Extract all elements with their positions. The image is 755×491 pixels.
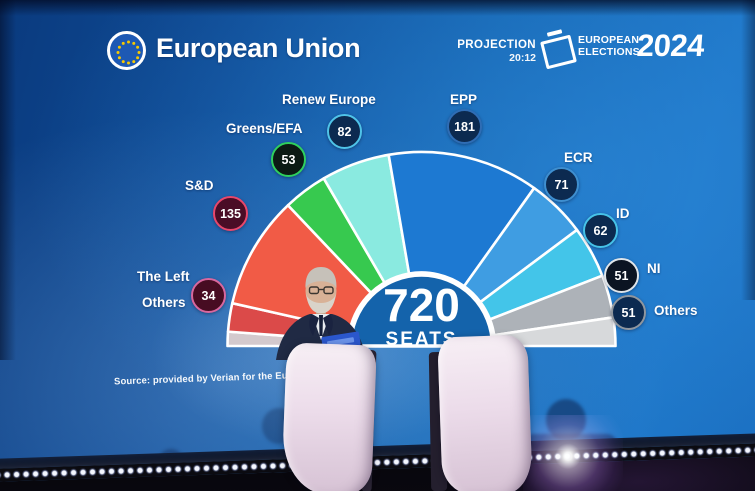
total-seats-value: 720 xyxy=(383,279,460,331)
event-title: EUROPEAN ELECTIONS xyxy=(578,34,640,58)
group-label-renew: Renew Europe xyxy=(282,92,376,107)
photo-vignette xyxy=(741,0,755,300)
seat-badge-renew: 82 xyxy=(327,114,362,149)
speaker-beard xyxy=(306,294,336,314)
page-title: European Union xyxy=(156,33,361,63)
seat-badge-the-left: 34 xyxy=(191,278,226,313)
group-label-the-left: The Left xyxy=(137,269,190,284)
podium-left xyxy=(281,342,377,491)
group-label-ni: NI xyxy=(647,261,661,276)
group-label-others: Others xyxy=(654,303,698,318)
seat-badge-greens: 53 xyxy=(271,142,306,177)
group-label-id: ID xyxy=(616,206,630,221)
seat-badge-sd: 135 xyxy=(213,196,248,231)
ballot-box-icon xyxy=(540,34,577,70)
podium-right xyxy=(437,334,533,491)
hemicycle-center-disc xyxy=(348,273,495,348)
projection-label: PROJECTION xyxy=(457,39,536,51)
ballot-box-slot-icon xyxy=(546,29,563,37)
speaker-lapel xyxy=(309,314,319,336)
seat-badge-id: 62 xyxy=(583,213,618,248)
hemicycle-segment-epp xyxy=(387,150,536,288)
total-seats-unit: SEATS xyxy=(385,329,458,350)
speaker-hair xyxy=(305,267,337,288)
projection-block: PROJECTION 20:12 xyxy=(452,39,536,64)
total-seats: 720 SEATS xyxy=(351,282,492,349)
speaker-glasses xyxy=(308,286,320,295)
speaker-glasses xyxy=(323,286,334,295)
photo-vignette xyxy=(0,0,755,16)
hemicycle-segment-sd xyxy=(230,203,373,332)
seat-badge-ecr: 71 xyxy=(544,167,579,202)
seat-badge-others: 51 xyxy=(611,295,646,330)
group-label-sd: S&D xyxy=(185,178,214,193)
group-label-ecr: ECR xyxy=(564,150,593,165)
speaker-lapel xyxy=(323,314,333,336)
group-label-others-left: Others xyxy=(142,295,186,310)
light-flare xyxy=(523,415,623,491)
group-label-epp: EPP xyxy=(450,92,478,107)
hemicycle-chart xyxy=(226,150,617,348)
seat-badge-ni: 51 xyxy=(604,258,639,293)
seat-badge-epp: 181 xyxy=(447,109,482,144)
speaker-tie xyxy=(319,315,323,336)
event-year: 2024 xyxy=(635,28,706,63)
group-label-greens: Greens/EFA xyxy=(226,121,303,136)
photo-vignette xyxy=(0,0,16,360)
projection-time: 20:12 xyxy=(509,52,536,64)
eu-flag-icon xyxy=(107,31,146,70)
